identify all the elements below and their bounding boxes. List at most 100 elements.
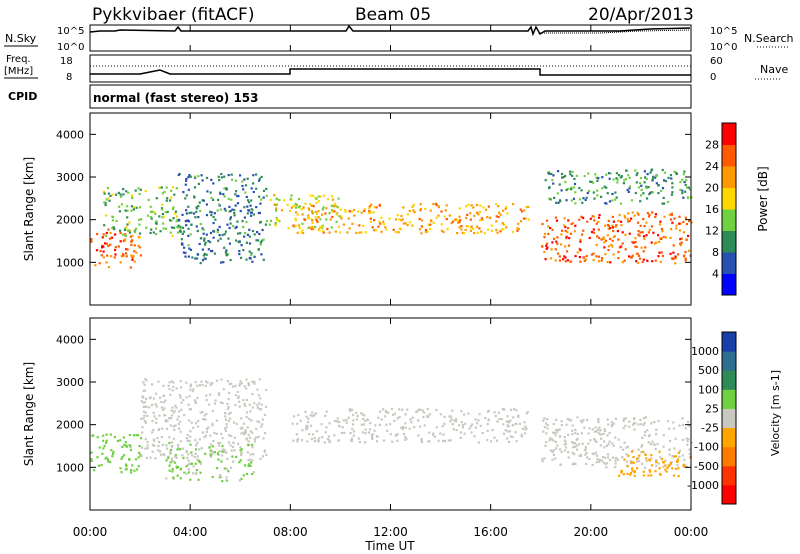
heatmap-cell: [210, 250, 213, 253]
heatmap-cell: [634, 240, 637, 244]
heatmap-cell: [490, 224, 493, 227]
heatmap-cell: [221, 233, 224, 237]
heatmap-cell: [586, 220, 589, 223]
heatmap-cell: [608, 440, 611, 443]
heatmap-cell: [172, 385, 175, 388]
heatmap-cell: [592, 453, 596, 456]
heatmap-cell: [193, 196, 196, 199]
heatmap-cell: [671, 191, 674, 194]
heatmap-cell: [668, 448, 671, 452]
heatmap-cell: [255, 436, 258, 439]
velocity-colorbar-frame: [721, 331, 737, 505]
heatmap-cell: [163, 453, 166, 457]
noise-left-tick-bottom: 10^0: [57, 42, 84, 53]
heatmap-cell: [520, 435, 523, 438]
heatmap-cell: [320, 225, 323, 228]
heatmap-cell: [278, 199, 281, 202]
heatmap-cell: [406, 213, 409, 216]
heatmap-cell: [690, 221, 693, 224]
heatmap-cell: [187, 227, 190, 230]
heatmap-cell: [226, 407, 229, 410]
heatmap-cell: [408, 427, 411, 430]
heatmap-cell: [437, 439, 440, 442]
heatmap-cell: [172, 425, 175, 428]
heatmap-cell: [172, 477, 175, 480]
heatmap-cell: [145, 226, 148, 229]
heatmap-cell: [224, 230, 227, 233]
heatmap-cell: [216, 228, 219, 231]
heatmap-cell: [195, 472, 198, 476]
heatmap-cell: [327, 198, 330, 201]
heatmap-cell: [632, 461, 635, 464]
heatmap-cell: [473, 214, 476, 217]
velocity-ytick-label: 2000: [56, 419, 84, 432]
heatmap-cell: [253, 255, 256, 258]
heatmap-cell: [514, 431, 517, 434]
heatmap-cell: [459, 436, 462, 439]
heatmap-cell: [571, 451, 574, 454]
heatmap-cell: [210, 211, 213, 214]
heatmap-cell: [248, 458, 251, 461]
noise-right-tick-bottom: 10^0: [710, 42, 737, 53]
heatmap-cell: [628, 219, 631, 223]
heatmap-cell: [654, 176, 657, 179]
heatmap-cell: [187, 244, 190, 247]
heatmap-cell: [611, 224, 614, 227]
heatmap-cell: [671, 467, 674, 470]
heatmap-cell: [633, 428, 636, 431]
heatmap-cell: [450, 418, 453, 421]
heatmap-cell: [614, 198, 617, 201]
heatmap-cell: [574, 431, 577, 434]
heatmap-cell: [252, 471, 255, 474]
heatmap-cell: [432, 221, 435, 224]
heatmap-cell: [611, 423, 614, 426]
heatmap-cell: [468, 427, 471, 430]
heatmap-cell: [201, 248, 204, 251]
heatmap-cell: [263, 413, 267, 416]
heatmap-cell: [170, 196, 173, 199]
heatmap-cell: [244, 191, 247, 194]
heatmap-cell: [158, 186, 161, 189]
heatmap-cell: [657, 419, 660, 423]
heatmap-cell: [506, 415, 509, 418]
heatmap-cell: [197, 419, 200, 423]
heatmap-cell: [167, 455, 170, 458]
heatmap-cell: [247, 440, 250, 443]
heatmap-cell: [325, 410, 328, 413]
heatmap-cell: [340, 217, 343, 220]
heatmap-cell: [186, 439, 189, 442]
heatmap-cell: [161, 427, 164, 430]
heatmap-cell: [653, 421, 656, 424]
heatmap-cell: [165, 444, 168, 447]
heatmap-cell: [567, 451, 570, 454]
heatmap-cell: [663, 171, 667, 174]
heatmap-cell: [321, 436, 324, 439]
heatmap-cell: [268, 223, 271, 226]
heatmap-cell: [461, 426, 465, 429]
heatmap-cell: [497, 205, 500, 208]
heatmap-cell: [662, 236, 665, 239]
heatmap-cell: [212, 440, 215, 443]
heatmap-cell: [235, 422, 238, 426]
heatmap-cell: [664, 180, 668, 183]
heatmap-cell: [243, 216, 246, 219]
heatmap-cell: [220, 172, 223, 176]
heatmap-cell: [265, 194, 268, 197]
heatmap-cell: [182, 251, 185, 254]
heatmap-cell: [111, 216, 115, 219]
heatmap-cell: [200, 447, 203, 450]
heatmap-cell: [259, 202, 262, 205]
heatmap-cell: [625, 453, 628, 456]
heatmap-cell: [636, 261, 640, 265]
heatmap-cell: [396, 439, 399, 442]
heatmap-cell: [592, 228, 595, 231]
velocity-colorbar-segment: [722, 446, 736, 467]
heatmap-cell: [126, 248, 129, 251]
heatmap-cell: [216, 209, 219, 212]
heatmap-cell: [548, 186, 551, 189]
heatmap-cell: [179, 448, 182, 451]
heatmap-cell: [294, 206, 298, 209]
heatmap-cell: [516, 229, 519, 232]
heatmap-cell: [627, 190, 630, 193]
heatmap-cell: [447, 439, 450, 442]
